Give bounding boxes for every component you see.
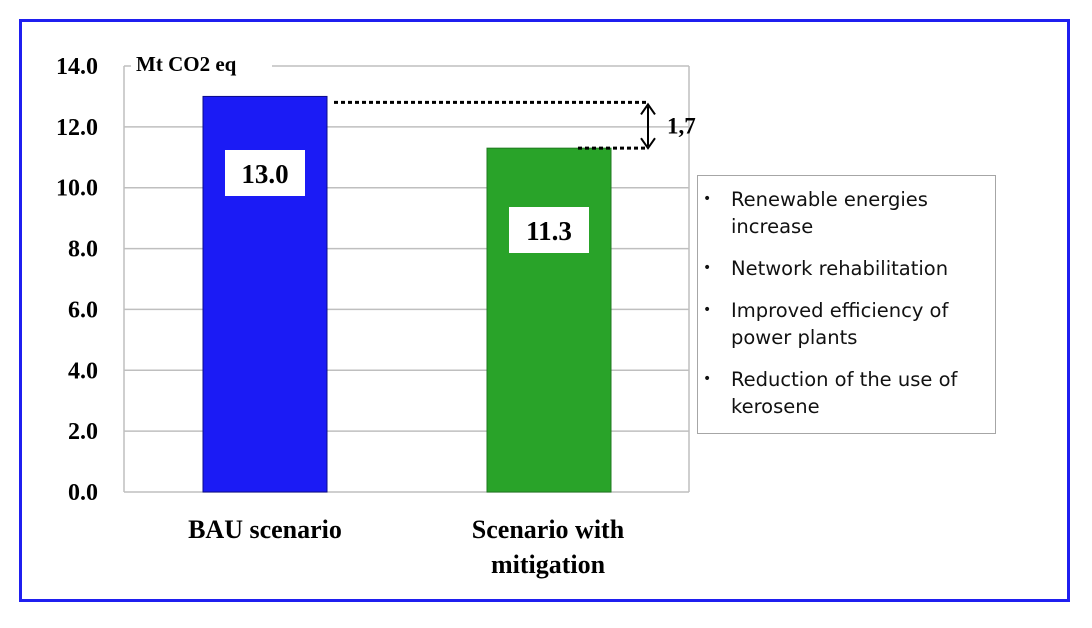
- list-item: • Reduction of the use of kerosene: [703, 368, 958, 418]
- bullet-icon: •: [703, 191, 712, 207]
- y-tick-label: 8.0: [68, 237, 98, 263]
- category-labels: BAU scenario Scenario with mitigation: [188, 515, 625, 579]
- bullet-icon: •: [703, 371, 712, 387]
- bullet-icon: •: [703, 302, 712, 318]
- arrow-down-icon: [640, 137, 656, 150]
- bar: [486, 147, 612, 493]
- y-axis-ticks: 0.0 2.0 4.0 6.0 8.0 10.0 12.0 14.0: [56, 54, 98, 506]
- y-tick-label: 10.0: [56, 176, 98, 202]
- y-tick-label: 0.0: [68, 480, 98, 506]
- measures-list: • Renewable energies increase • Network re…: [702, 186, 989, 420]
- value-label-box: [225, 150, 305, 196]
- list-item: • Network rehabilitation: [703, 257, 949, 280]
- y-tick-label: 2.0: [68, 419, 98, 445]
- value-label: 13.0: [241, 159, 288, 189]
- category-label: Scenario with: [472, 515, 625, 544]
- unit-label: Mt CO2 eq: [136, 52, 237, 76]
- y-tick-label: 14.0: [56, 54, 98, 80]
- value-labels: 13.0 11.3: [225, 150, 589, 253]
- bullet-icon: •: [703, 260, 712, 276]
- list-item: • Improved efficiency of power plants: [703, 299, 949, 349]
- value-label: 11.3: [526, 216, 572, 246]
- arrow-up-icon: [640, 102, 656, 116]
- value-label-box: [509, 207, 589, 253]
- y-tick-label: 12.0: [56, 115, 98, 141]
- difference-annotation: 1,7: [334, 100, 696, 150]
- bars: [202, 95, 612, 493]
- y-tick-label: 6.0: [68, 297, 98, 323]
- list-item: • Renewable energies increase: [703, 188, 928, 238]
- measures-box: • Renewable energies increase • Network re…: [697, 175, 996, 434]
- category-label: BAU scenario: [188, 515, 342, 544]
- y-tick-label: 4.0: [68, 358, 98, 384]
- category-label: mitigation: [491, 550, 606, 579]
- difference-label: 1,7: [667, 113, 696, 138]
